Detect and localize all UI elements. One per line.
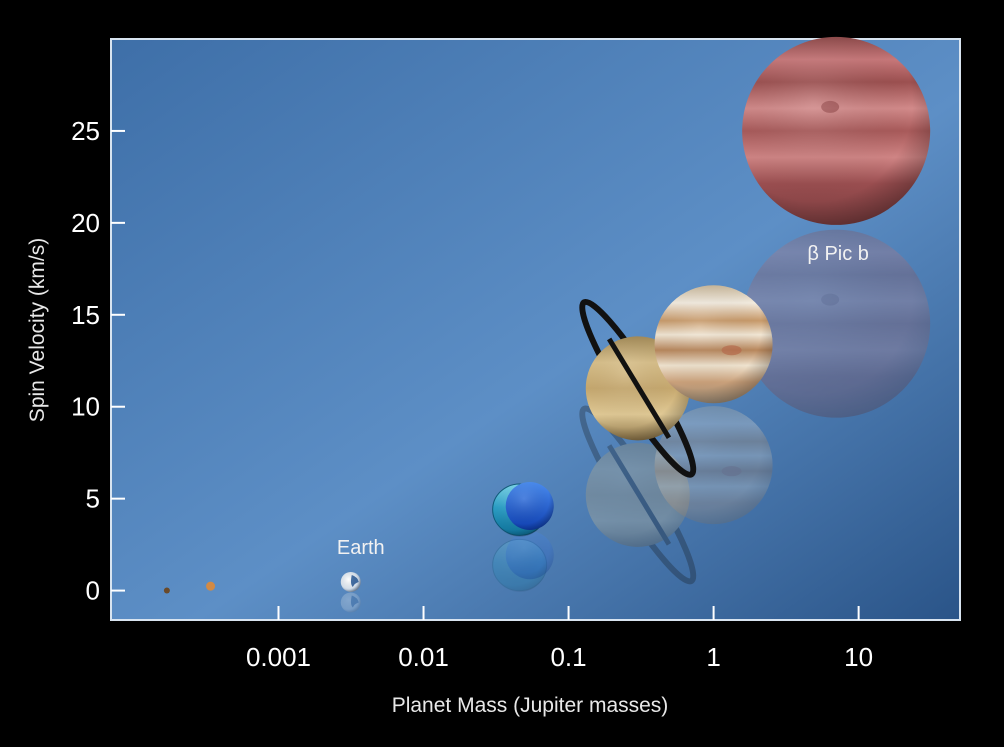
mars-planet [206,581,216,591]
y-tick-label-3: 15 [71,300,100,330]
earth-label: Earth [337,537,385,559]
earth-planet-reflection [340,592,361,613]
y-tick-label-0: 0 [86,576,100,606]
x-axis: 0.001 0.01 0.1 1 10 [246,606,873,672]
x-tick-label-1: 0.01 [398,642,449,672]
y-tick-label-4: 20 [71,208,100,238]
mercury-planet [163,587,170,594]
neptune-planet [505,482,554,531]
y-tick-label-5: 25 [71,116,100,146]
x-axis-title: Planet Mass (Jupiter masses) [392,694,669,717]
jupiter-planet [654,285,773,404]
x-tick-label-3: 1 [706,642,720,672]
x-tick-label-4: 10 [844,642,873,672]
neptune-planet-reflection [505,531,554,580]
y-axis: 0 5 10 15 20 25 [71,116,125,606]
y-axis-title: Spin Velocity (km/s) [26,238,49,422]
beta-pic-b-planet-reflection [742,229,931,418]
beta-pic-b-planet [742,36,931,225]
y-tick-label-1: 5 [86,484,100,514]
earth-planet [340,571,361,592]
planet-reflections [340,229,931,613]
beta-pic-b-label: β Pic b [807,243,869,265]
x-tick-label-2: 0.1 [550,642,586,672]
y-tick-label-2: 10 [71,392,100,422]
x-tick-label-0: 0.001 [246,642,311,672]
planet-markers: Earth β Pic b [163,36,931,594]
